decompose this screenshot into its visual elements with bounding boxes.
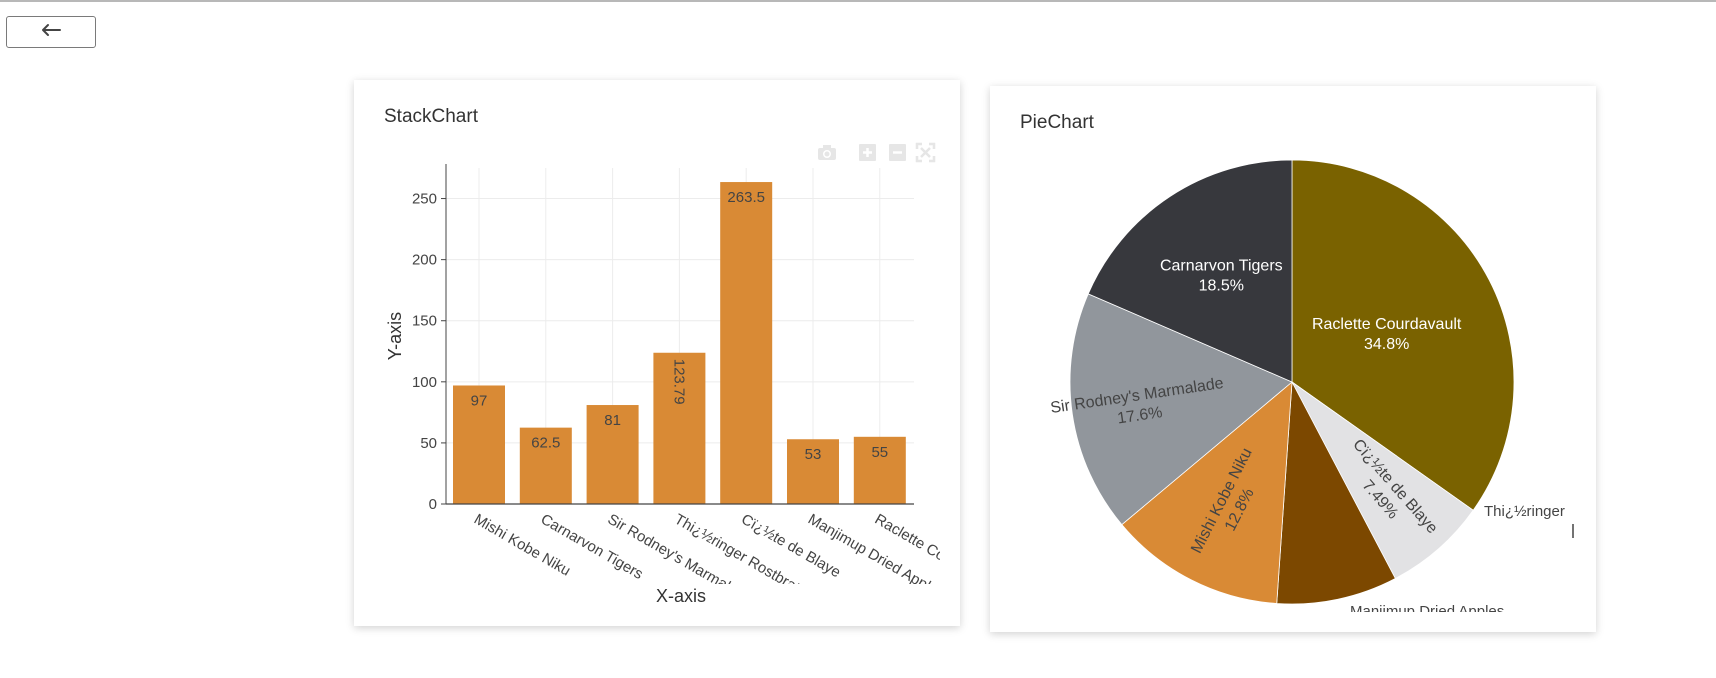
bar-value-label: 123.79 [670,359,687,405]
bar-value-label: 97 [471,392,488,409]
x-axis-title: X-axis [656,586,706,606]
bar[interactable] [787,439,839,504]
bar-value-label: 55 [871,444,888,461]
pie-slice[interactable] [1069,293,1293,526]
pie-slice-label: Carnarvon Tigers [1160,257,1283,274]
bar-value-label: 53 [805,446,822,463]
y-axis-title: Y-axis [385,312,405,360]
pie-slice[interactable] [1087,159,1293,383]
bar-value-label: 263.5 [727,189,765,206]
bar[interactable] [720,182,773,504]
bar-value-label: 81 [604,412,621,429]
back-button[interactable] [6,16,96,48]
y-tick-label: 250 [412,191,437,208]
stack-chart-title: StackChart [384,106,478,127]
pie-slice[interactable] [1276,380,1396,605]
pie-chart-card: PieChart Raclette Courdavault 34.8% Cï¿½te… [990,86,1596,632]
pie-slice-label: Raclette Courdavault [1312,316,1462,333]
bar-value-label: 62.5 [531,435,560,452]
top-border [0,0,1716,2]
bar[interactable] [586,405,639,504]
y-tick-label: 0 [429,496,437,513]
stack-chart-card: StackChart 0 50 100 150 200 250 97 62.5 81 [354,80,960,626]
bar[interactable] [853,436,906,504]
chart-toolbar [812,140,942,164]
pie-slice[interactable] [1291,159,1515,511]
y-tick-label: 150 [412,313,437,330]
pie-chart-title: PieChart [1020,112,1094,133]
pie-outside-label: Thi¿½ringer [1484,503,1565,520]
zoom-out-icon[interactable] [889,144,906,161]
zoom-in-icon[interactable] [859,144,876,161]
pie-outside-label: Manjimup Dried Apples [1350,603,1504,620]
autoscale-icon[interactable] [915,142,936,163]
y-tick-label: 100 [412,374,437,391]
bar[interactable] [453,385,505,504]
bar[interactable] [519,427,572,504]
bar[interactable] [653,352,706,504]
pie-slice-percent: 17.6% [1116,404,1163,427]
y-tick-label: 200 [412,252,437,269]
pie-slice[interactable] [1291,381,1474,580]
pie-slice-percent: 18.5% [1199,277,1244,294]
arrow-left-icon [40,23,62,42]
pie-slice[interactable] [1121,381,1293,604]
camera-icon[interactable] [818,145,836,160]
y-tick-label: 50 [420,435,437,452]
pie-slice-percent: 34.8% [1364,336,1409,353]
